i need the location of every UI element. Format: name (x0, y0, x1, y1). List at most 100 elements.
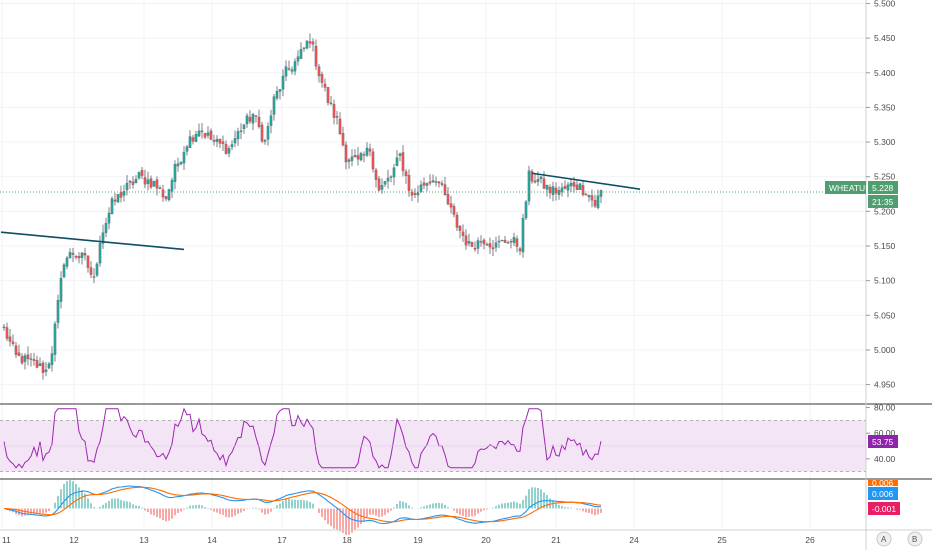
candle-up (233, 138, 237, 144)
macd-line (3, 485, 602, 525)
candle-down (260, 124, 264, 142)
candle-up (134, 178, 138, 184)
candle-up (230, 144, 234, 148)
candle-up (509, 241, 513, 243)
candle-down (368, 148, 372, 152)
candle-down (443, 184, 447, 196)
candle-down (593, 200, 597, 207)
candle-up (176, 163, 180, 167)
candle-up (419, 184, 423, 192)
price-tick-label: 5.200 (874, 206, 896, 216)
candle-down (143, 177, 147, 185)
time-tick-label: 20 (481, 535, 491, 545)
rsi-pane[interactable] (0, 407, 866, 472)
rsi-axis[interactable]: 80.00 60.00 40.00 (866, 403, 896, 464)
candle-down (446, 194, 450, 205)
rsi-line (3, 407, 602, 469)
candle-down (515, 238, 519, 247)
candle-down (131, 181, 135, 185)
candle-up (290, 69, 294, 72)
candle-up (194, 134, 198, 142)
candle-down (584, 193, 588, 196)
candle-down (254, 115, 258, 117)
log-scale-button[interactable]: B (907, 531, 923, 547)
candle-up (107, 212, 111, 224)
candle-down (563, 186, 567, 189)
price-tick-label: 5.250 (874, 172, 896, 182)
candle-up (236, 131, 240, 140)
candle-up (101, 232, 105, 244)
candle-down (248, 116, 252, 122)
candle-up (383, 181, 387, 185)
candle-up (245, 115, 249, 125)
trendlines[interactable] (0, 172, 641, 251)
log-scale-label: B (912, 535, 917, 544)
candle-down (77, 256, 81, 259)
candle-up (242, 124, 246, 130)
time-tick-label: 13 (139, 535, 149, 545)
time-tick-label: 18 (342, 535, 352, 545)
candle-down (71, 252, 75, 255)
candle-down (89, 267, 93, 275)
candle-down (377, 178, 381, 191)
candle-up (239, 130, 243, 132)
candle-up (95, 263, 99, 276)
candle-down (218, 138, 222, 144)
candle-down (2, 326, 6, 329)
candle-up (467, 241, 471, 244)
candle-down (542, 178, 546, 189)
candle-up (272, 96, 276, 115)
candle-down (401, 152, 405, 172)
candle-down (407, 175, 411, 191)
candle-up (170, 179, 174, 192)
time-tick-label: 14 (207, 535, 217, 545)
candle-up (329, 102, 333, 105)
candle-down (320, 74, 324, 83)
candle-up (188, 136, 192, 148)
candle-down (482, 239, 486, 245)
last-price-badge: WHEATUSD 5.228 21:35 (825, 181, 898, 208)
candle-down (470, 242, 474, 247)
candle-up (569, 182, 573, 187)
time-tick-label: 17 (277, 535, 287, 545)
candle-down (35, 360, 39, 368)
macd-pane[interactable] (3, 480, 602, 536)
rsi-tick-label: 60.00 (874, 428, 896, 438)
candle-up (425, 183, 429, 186)
candle-up (392, 167, 396, 178)
candle-down (554, 187, 558, 194)
candle-up (116, 194, 120, 203)
time-axis[interactable]: 11 12 13 14 17 18 19 20 21 24 25 26 (2, 535, 815, 545)
candle-down (497, 240, 501, 243)
candle-down (338, 118, 342, 135)
candle-down (74, 255, 78, 258)
trendline[interactable] (531, 172, 641, 190)
candle-down (158, 187, 162, 189)
time-tick-label: 19 (413, 535, 423, 545)
candle-down (26, 354, 30, 360)
candle-up (197, 130, 201, 137)
price-tick-label: 5.450 (874, 33, 896, 43)
candle-up (596, 195, 600, 209)
candle-up (431, 180, 435, 183)
candle-down (8, 336, 12, 342)
price-tick-label: 5.100 (874, 276, 896, 286)
auto-scale-button[interactable]: A (876, 531, 892, 547)
candle-down (311, 41, 315, 45)
candle-down (404, 171, 408, 176)
candle-up (125, 182, 129, 191)
candle-down (113, 199, 117, 202)
price-candles (2, 33, 603, 380)
trendline[interactable] (0, 231, 185, 251)
price-axis[interactable]: 5.500 5.450 5.400 5.350 5.300 5.250 5.200 5.150… (866, 0, 896, 390)
candle-up (557, 190, 561, 195)
candle-up (128, 180, 132, 183)
candle-down (548, 186, 552, 194)
candle-up (512, 237, 516, 243)
candle-up (350, 156, 354, 161)
time-tick-label: 21 (551, 535, 561, 545)
candle-up (50, 353, 54, 365)
candle-down (92, 276, 96, 278)
candle-down (374, 169, 378, 180)
